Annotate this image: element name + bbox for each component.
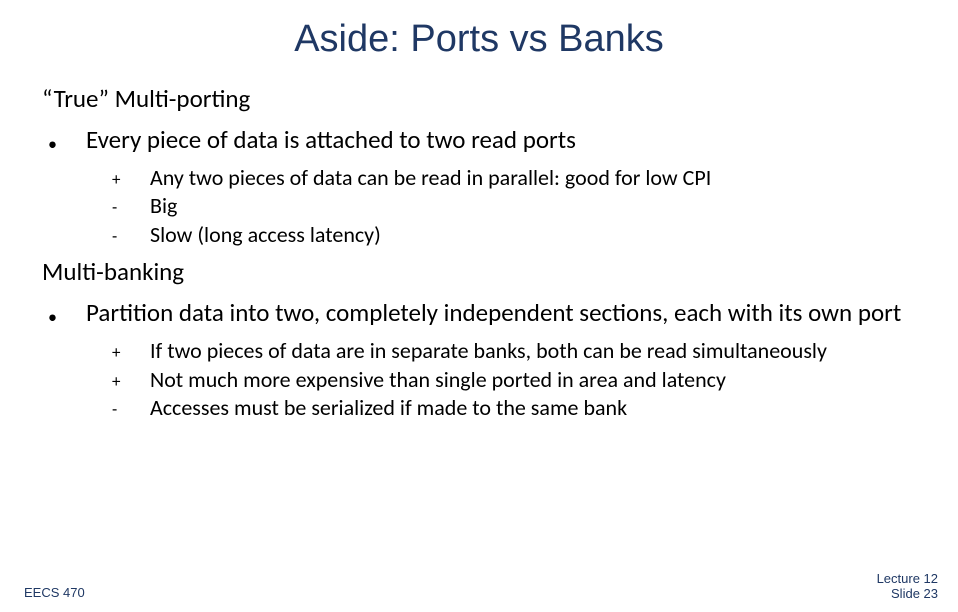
bullet-level2: - Slow (long access latency) xyxy=(106,222,916,248)
footer-slide-number: Lecture 12 Slide 23 xyxy=(877,572,938,602)
bullet-level2: + Any two pieces of data can be read in … xyxy=(106,165,916,191)
sub-marker: + xyxy=(106,367,150,392)
sublist: + If two pieces of data are in separate … xyxy=(106,338,916,421)
slide-title: Aside: Ports vs Banks xyxy=(42,18,916,61)
sub-text: Accesses must be serialized if made to t… xyxy=(150,395,627,421)
bullet-level2: + If two pieces of data are in separate … xyxy=(106,338,916,364)
bullet-level2: - Accesses must be serialized if made to… xyxy=(106,395,916,421)
bullet-marker: • xyxy=(42,126,86,155)
footer-slide: Slide 23 xyxy=(891,586,938,601)
bullet-text: Every piece of data is attached to two r… xyxy=(86,126,576,155)
slide-container: Aside: Ports vs Banks “True” Multi-porti… xyxy=(0,0,958,612)
bullet-marker: • xyxy=(42,299,86,328)
sub-text: Slow (long access latency) xyxy=(150,222,381,248)
sublist: + Any two pieces of data can be read in … xyxy=(106,165,916,248)
bullet-level1: • Every piece of data is attached to two… xyxy=(42,126,916,155)
sub-marker: + xyxy=(106,165,150,190)
bullet-text: Partition data into two, completely inde… xyxy=(86,299,901,328)
bullet-level2: + Not much more expensive than single po… xyxy=(106,367,916,393)
sub-text: If two pieces of data are in separate ba… xyxy=(150,338,827,364)
bullet-level1: • Partition data into two, completely in… xyxy=(42,299,916,328)
footer-course: EECS 470 xyxy=(24,585,85,600)
section-heading: Multi-banking xyxy=(42,256,916,287)
sub-marker: - xyxy=(106,193,150,218)
footer-lecture: Lecture 12 xyxy=(877,571,938,586)
sub-marker: - xyxy=(106,222,150,247)
sub-text: Not much more expensive than single port… xyxy=(150,367,726,393)
sub-text: Big xyxy=(150,193,177,219)
sub-text: Any two pieces of data can be read in pa… xyxy=(150,165,711,191)
bullet-level2: - Big xyxy=(106,193,916,219)
sub-marker: + xyxy=(106,338,150,363)
sub-marker: - xyxy=(106,395,150,420)
section-heading: “True” Multi-porting xyxy=(42,83,916,114)
